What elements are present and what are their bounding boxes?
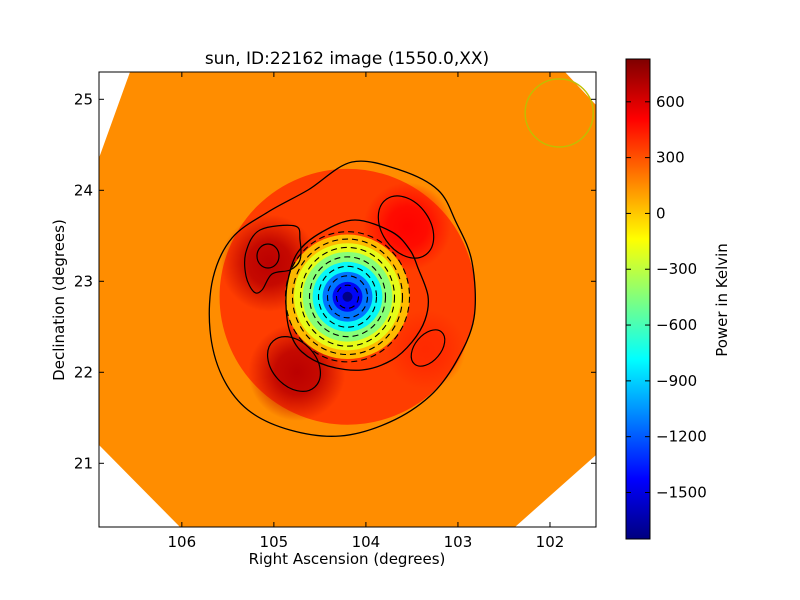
contour-negative [317,265,378,328]
colorbar-label: Power in Kelvin [713,243,731,357]
x-tick-label: 102 [536,533,565,551]
x-axis-label: Right Ascension (degrees) [249,550,446,568]
absorption-level [342,291,353,302]
colorbar: 600 300 0 −300 −600 −900 −1200 −1500 [625,58,707,540]
colorbar-ticks: 600 300 0 −300 −600 −900 −1200 −1500 [626,93,707,501]
y-tick-label: 25 [74,90,93,108]
beam-circle [524,78,594,148]
colorbar-tick-label: −300 [656,260,697,278]
beam-marker [524,78,594,148]
y-tick-label: 22 [74,363,93,381]
contour-negative [308,256,387,338]
contour-negative [299,246,396,347]
contour-negative [326,275,369,319]
contour-negative [291,238,404,356]
x-tick-label: 105 [260,533,289,551]
y-axis-label: Declination (degrees) [50,219,68,381]
contour-peak [256,243,280,269]
contour-peak [244,224,302,294]
x-tick-label: 103 [444,533,473,551]
plot-area: 106 105 104 103 102 21 22 23 24 25 [74,71,597,551]
contour-peak [410,329,446,367]
x-tick-label: 106 [168,533,197,551]
contour-peak [377,195,435,259]
chart-title: sun, ID:22162 image (1550.0,XX) [205,49,489,69]
x-tick-label: 104 [352,533,381,551]
colorbar-tick-label: 300 [656,149,685,167]
colorbar-frame [625,58,651,540]
contour-negative [335,284,360,309]
colorbar-tick-label: 600 [656,93,685,111]
colorbar-tick-label: −900 [656,372,697,390]
y-tick-label: 24 [74,181,93,199]
contour-peak [266,336,322,392]
contour-outer [208,160,476,437]
colorbar-tick-label: −600 [656,316,697,334]
colorbar-tick-label: 0 [656,204,666,222]
colorbar-tick-label: −1200 [656,428,707,446]
plot-frame [98,71,597,528]
y-tick-label: 21 [74,454,93,472]
contour-negative [284,231,411,363]
colorbar-gradient [626,59,650,539]
contour-lines [208,160,476,437]
heatmap-image [99,72,596,527]
y-tick-label: 23 [74,272,93,290]
emission-peak [385,309,466,390]
colorbar-tick-label: −1500 [656,483,707,501]
y-axis-ticks: 21 22 23 24 25 [74,90,596,472]
x-axis-ticks: 106 105 104 103 102 [168,72,565,551]
